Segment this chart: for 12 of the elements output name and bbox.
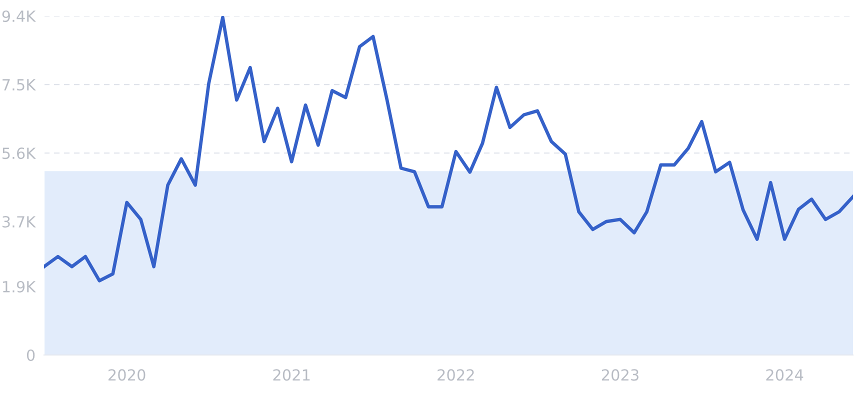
x-tick-label: 2021: [273, 369, 310, 381]
y-tick-label: 5.6K: [2, 148, 36, 160]
line-series: [44, 16, 853, 282]
x-tick-label: 2022: [438, 369, 474, 381]
y-tick-label: 7.5K: [2, 79, 36, 91]
y-tick-label: 3.7K: [2, 216, 36, 228]
x-tick-label: 2023: [602, 369, 638, 381]
y-tick-label: 9.4K: [2, 10, 36, 22]
y-tick-label: 1.9K: [3, 280, 36, 292]
x-tick-label: 2020: [108, 369, 146, 381]
y-tick-label: 0: [26, 349, 35, 362]
x-tick-label: 2024: [766, 369, 804, 381]
